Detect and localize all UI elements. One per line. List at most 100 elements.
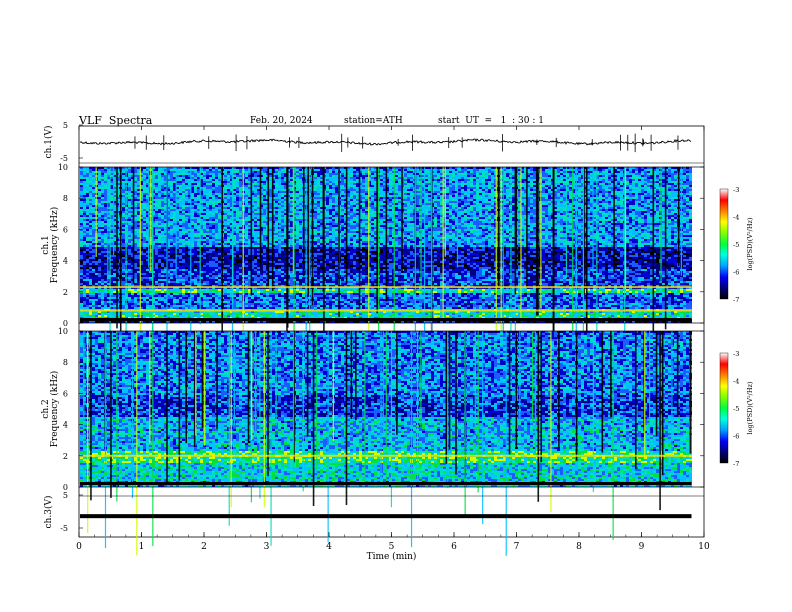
spectrogram-cell	[353, 179, 356, 181]
spectrogram-cell	[452, 205, 455, 207]
spectrogram-cell	[569, 189, 572, 191]
spectrogram-cell	[479, 181, 482, 183]
spectrogram-cell	[461, 197, 464, 199]
spectrogram-cell	[395, 201, 398, 203]
spectrogram-cell	[644, 203, 647, 205]
spectrogram-cell	[206, 197, 209, 199]
spectrogram-cell	[617, 205, 620, 207]
spectrogram-cell	[461, 179, 464, 181]
spectrogram-cell	[299, 181, 302, 183]
spectrogram-cell	[608, 189, 611, 191]
spectrogram-cell	[275, 177, 278, 179]
spectrogram-cell	[299, 195, 302, 197]
spectrogram-cell	[101, 201, 104, 203]
spectrogram-cell	[290, 183, 293, 185]
spectrogram-cell	[608, 191, 611, 193]
spectrogram-cell	[155, 191, 158, 193]
spectrogram-cell	[440, 199, 443, 201]
spectrogram-cell	[638, 189, 641, 191]
spectrogram-cell	[296, 183, 299, 185]
spectrogram-cell	[92, 215, 95, 217]
spectrogram-cell	[605, 195, 608, 197]
spectrogram-cell	[440, 183, 443, 185]
spectrogram-cell	[254, 211, 257, 213]
spectrogram-cell	[668, 187, 671, 189]
spectrogram-cell	[620, 183, 623, 185]
spectrogram-cell	[356, 213, 359, 215]
spectrogram-cell	[227, 177, 230, 179]
spectrogram-cell	[350, 183, 353, 185]
spectrogram-cell	[557, 213, 560, 215]
spectrogram-cell	[632, 185, 635, 187]
spectrogram-cell	[380, 179, 383, 181]
spectrogram-cell	[506, 189, 509, 191]
spectrogram-cell	[635, 181, 638, 183]
spectrogram-cell	[458, 207, 461, 209]
spectrogram-cell	[86, 177, 89, 179]
spectrogram-cell	[545, 175, 548, 177]
spectrogram-cell	[212, 203, 215, 205]
spectrogram-cell	[143, 181, 146, 183]
spectrogram-cell	[362, 197, 365, 199]
spectrogram-cell	[317, 213, 320, 215]
spectrogram-cell	[488, 171, 491, 173]
spectrogram-cell	[482, 211, 485, 213]
spectrogram-cell	[545, 187, 548, 189]
spectrogram-cell	[182, 171, 185, 173]
spectrogram-cell	[638, 199, 641, 201]
spectrogram-cell	[464, 179, 467, 181]
spectrogram-cell	[599, 187, 602, 189]
spectrogram-cell	[347, 201, 350, 203]
spectrogram-cell	[362, 173, 365, 175]
spectrogram-cell	[239, 185, 242, 187]
spectrogram-cell	[80, 199, 83, 201]
spectrogram-cell	[158, 173, 161, 175]
spectrogram-cell	[449, 171, 452, 173]
spectrogram-cell	[470, 209, 473, 211]
spectrogram-cell	[686, 177, 689, 179]
spectrogram-cell	[371, 189, 374, 191]
spectrogram-cell	[395, 193, 398, 195]
spectrogram-cell	[635, 193, 638, 195]
spectrogram-cell	[143, 201, 146, 203]
spectrogram-cell	[485, 197, 488, 199]
spectrogram-cell	[269, 213, 272, 215]
spectrogram-cell	[179, 209, 182, 211]
spectrogram-cell	[506, 205, 509, 207]
spectrogram-cell	[356, 171, 359, 173]
spectrogram-cell	[143, 187, 146, 189]
spectrogram-cell	[617, 207, 620, 209]
spectrogram-cell	[449, 207, 452, 209]
spectrogram-cell	[83, 211, 86, 213]
spectrogram-cell	[179, 207, 182, 209]
spectrogram-cell	[218, 209, 221, 211]
spectrogram-cell	[416, 187, 419, 189]
spectrogram-cell	[479, 201, 482, 203]
spectrogram-cell	[464, 175, 467, 177]
spectrogram-cell	[689, 189, 692, 191]
spectrogram-cell	[209, 193, 212, 195]
spectrogram-cell	[86, 179, 89, 181]
spectrogram-cell	[407, 169, 410, 171]
spectrogram-cell	[134, 201, 137, 203]
spectrogram-cell	[668, 201, 671, 203]
spectrogram-cell	[674, 203, 677, 205]
spectrogram-cell	[533, 197, 536, 199]
spectrogram-cell	[662, 173, 665, 175]
spectrogram-cell	[209, 175, 212, 177]
spectrogram-cell	[569, 193, 572, 195]
spectrogram-cell	[458, 175, 461, 177]
spectrogram-cell	[449, 183, 452, 185]
spectrogram-cell	[371, 169, 374, 171]
spectrogram-cell	[530, 181, 533, 183]
spectrogram-cell	[329, 211, 332, 213]
spectrogram-cell	[599, 199, 602, 201]
spectrogram-cell	[530, 183, 533, 185]
spectrogram-cell	[197, 171, 200, 173]
spectrogram-cell	[491, 185, 494, 187]
spectrogram-cell	[398, 195, 401, 197]
spectrogram-cell	[383, 211, 386, 213]
spectrogram-cell	[446, 199, 449, 201]
spectrogram-cell	[128, 185, 131, 187]
spectrogram-cell	[179, 195, 182, 197]
